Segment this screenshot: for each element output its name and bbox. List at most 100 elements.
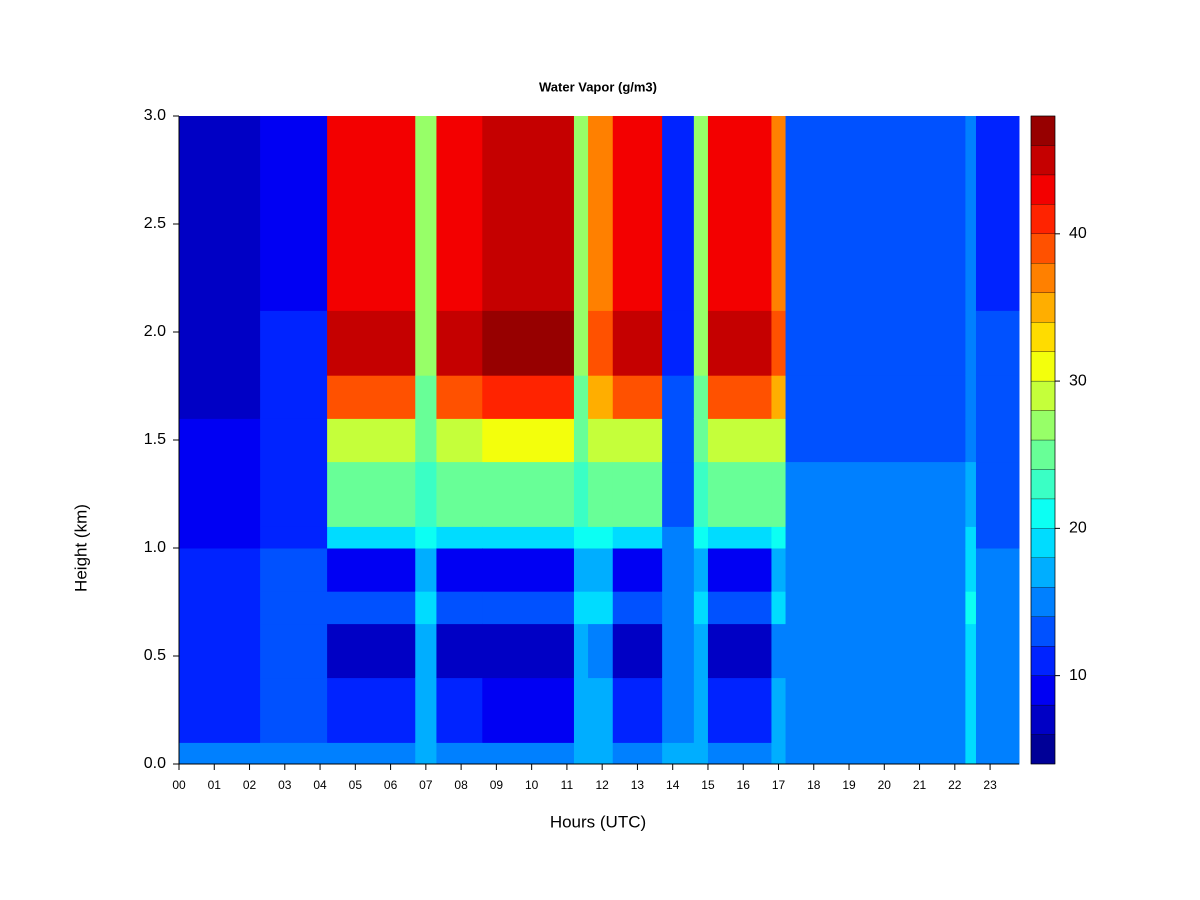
heat-cell (771, 526, 787, 549)
heat-cell (436, 310, 483, 376)
heat-cell (588, 623, 614, 679)
heat-cell (785, 461, 966, 527)
heat-cell (573, 310, 589, 376)
heat-cell (662, 375, 695, 419)
x-axis-label: Hours (UTC) (550, 812, 646, 831)
heat-cell (415, 116, 437, 311)
heat-cell (693, 375, 709, 419)
heat-cell (707, 375, 772, 419)
colorbar-band (1030, 380, 1056, 411)
heat-cell (179, 375, 261, 419)
heat-cell (588, 418, 614, 463)
heat-cell (482, 461, 575, 527)
heat-cell (693, 677, 709, 743)
colorbar-band (1030, 263, 1056, 293)
heat-cell (260, 742, 328, 765)
heat-cell (785, 623, 966, 679)
colorbar-tick-label: 10 (1069, 667, 1087, 684)
colorbar-band (1030, 734, 1056, 765)
colorbar-band (1030, 704, 1056, 735)
heat-cell (965, 461, 977, 527)
colorbar-band (1030, 498, 1056, 529)
colorbar-band (1030, 439, 1056, 470)
heat-cell (436, 623, 483, 679)
heat-cell (482, 548, 575, 592)
heat-cell (771, 310, 787, 376)
heat-cell (975, 375, 1020, 419)
heat-cell (573, 623, 589, 679)
heat-cell (179, 116, 261, 311)
colorbar-band (1030, 322, 1056, 352)
x-tick-label: 18 (807, 778, 821, 792)
heat-cell (975, 461, 1020, 527)
x-tick-label: 09 (490, 778, 504, 792)
heat-cell (327, 526, 416, 549)
heat-cell (415, 461, 437, 527)
heat-cell (975, 116, 1020, 311)
x-tick-label: 13 (631, 778, 645, 792)
heat-cell (415, 742, 437, 765)
heat-cell (662, 677, 695, 743)
y-tick-label: 2.5 (144, 215, 166, 232)
heat-cell (436, 461, 483, 527)
x-tick-label: 15 (701, 778, 715, 792)
heat-cell (179, 461, 261, 527)
heat-cell (785, 418, 966, 463)
heat-cell (612, 548, 663, 592)
heat-cell (588, 461, 614, 527)
heat-cell (965, 310, 977, 376)
heat-cell (662, 591, 695, 625)
heat-cell (415, 310, 437, 376)
heat-cell (771, 742, 787, 765)
heat-cell (482, 375, 575, 419)
x-tick-label: 01 (208, 778, 222, 792)
heat-cell (707, 526, 772, 549)
heat-cell (588, 116, 614, 311)
x-tick-label: 17 (772, 778, 786, 792)
heat-cell (415, 677, 437, 743)
heat-cell (965, 623, 977, 679)
heat-cell (179, 677, 261, 743)
heat-cell (612, 623, 663, 679)
heat-cell (662, 742, 695, 765)
heat-cell (588, 591, 614, 625)
heat-cell (707, 310, 772, 376)
heat-cell (771, 591, 787, 625)
heat-cell (588, 375, 614, 419)
heat-cell (707, 116, 772, 311)
heat-cell (612, 310, 663, 376)
heat-cell (662, 623, 695, 679)
colorbar-frame (1030, 115, 1056, 765)
x-tick-label: 03 (278, 778, 292, 792)
heat-cell (662, 461, 695, 527)
heat-cell (975, 742, 1020, 765)
heat-cell (179, 623, 261, 679)
heat-cell (327, 375, 416, 419)
x-tick-label: 10 (525, 778, 539, 792)
x-tick-label: 05 (349, 778, 363, 792)
heat-cell (965, 677, 977, 743)
x-tick-label: 14 (666, 778, 680, 792)
heat-cell (771, 461, 787, 527)
y-tick-label: 0.0 (144, 755, 166, 772)
heat-cell (588, 742, 614, 765)
colorbar-band (1030, 292, 1056, 323)
heat-cell (327, 742, 416, 765)
heat-cell (573, 418, 589, 463)
colorbar-band (1030, 469, 1056, 500)
y-tick-label: 1.0 (144, 539, 166, 556)
colorbar-band (1030, 233, 1056, 264)
y-axis-label: Height (km) (71, 504, 90, 592)
x-tick-label: 06 (384, 778, 398, 792)
colorbar-band (1030, 410, 1056, 441)
x-tick-label: 20 (878, 778, 892, 792)
heat-cell (771, 375, 787, 419)
heat-cell (482, 526, 575, 549)
heat-cell (260, 116, 328, 311)
colorbar-band (1030, 174, 1056, 205)
heat-cell (975, 591, 1020, 625)
heat-cell (771, 116, 787, 311)
heat-cell (588, 677, 614, 743)
heat-cell (965, 375, 977, 419)
heat-cell (612, 526, 663, 549)
